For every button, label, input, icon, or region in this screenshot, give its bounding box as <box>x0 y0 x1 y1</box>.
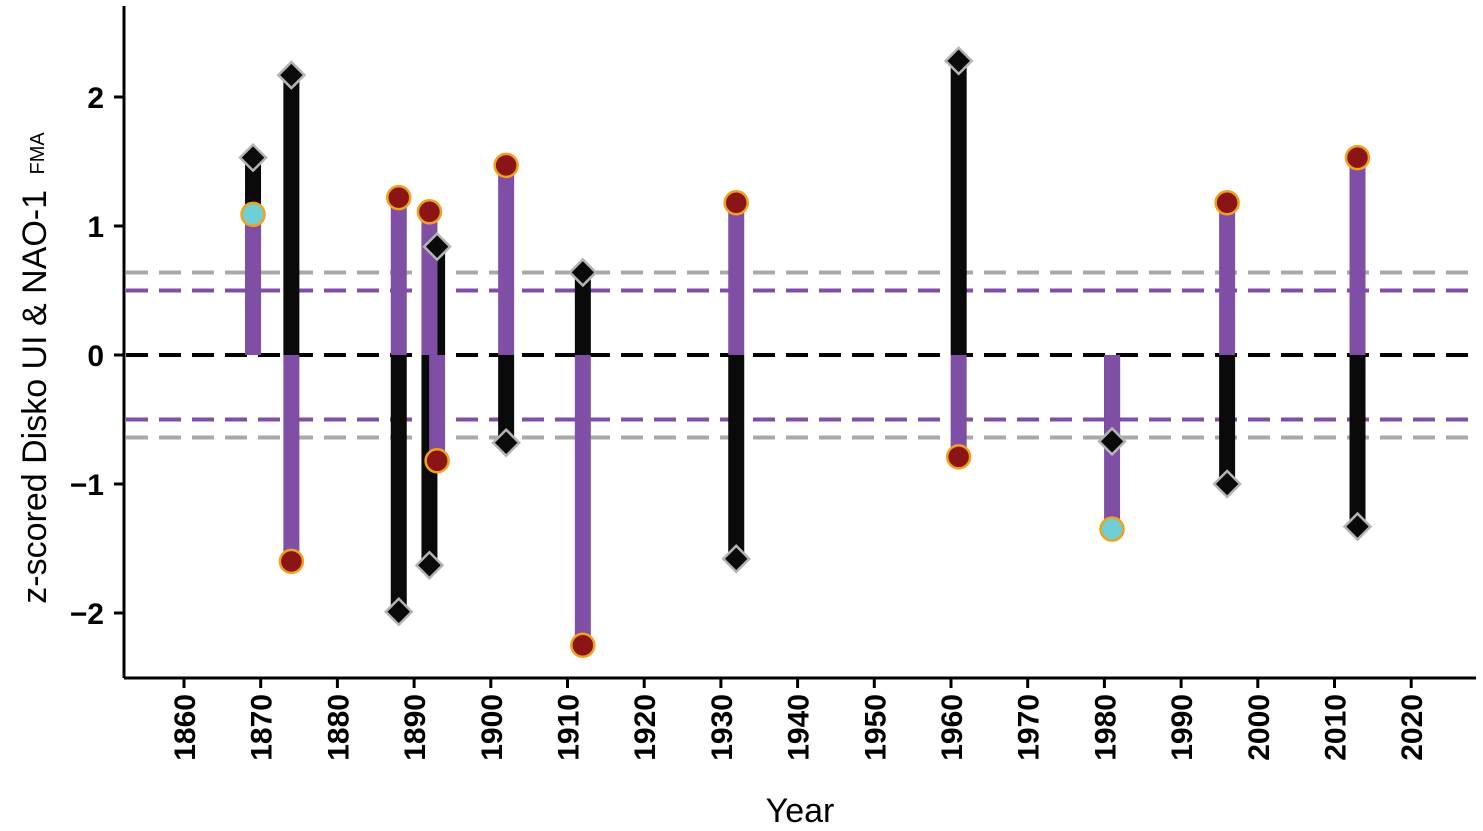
x-tick-label: 2010 <box>1320 694 1353 761</box>
nao-bar <box>950 355 967 457</box>
circle-marker <box>1214 190 1240 216</box>
ui-bar <box>1349 355 1366 527</box>
y-axis-title: z-scored Disko UI & NAO-1 FMA <box>16 132 54 604</box>
diamond-marker <box>491 427 521 458</box>
x-tick-label: 1880 <box>322 694 355 761</box>
nao-bar <box>1219 202 1236 355</box>
circle-marker <box>1344 144 1371 171</box>
diamond-marker <box>238 142 268 173</box>
circle-marker <box>1099 516 1125 542</box>
diamond-marker <box>422 231 452 262</box>
y-axis-title-main: z-scored Disko UI & NAO-1 <box>16 190 54 604</box>
diamond-marker <box>721 544 752 574</box>
nao-bar <box>283 355 300 562</box>
nao-bar <box>728 202 745 355</box>
circle-marker <box>240 201 266 228</box>
nao-bar <box>245 214 262 355</box>
diamond-marker <box>1212 469 1242 499</box>
x-tick-label: 1910 <box>553 694 586 761</box>
ui-bar <box>498 355 515 443</box>
x-tick-label: 1960 <box>936 694 969 761</box>
nao-bar <box>498 165 515 355</box>
nao-bar <box>390 197 407 355</box>
circle-marker <box>570 632 596 658</box>
circle-marker <box>424 448 450 474</box>
ui-bar <box>1219 355 1236 484</box>
diamond-marker <box>943 46 974 76</box>
y-tick-label: −2 <box>70 598 104 631</box>
nao-bar <box>574 355 591 646</box>
x-tick-label: 1980 <box>1089 694 1122 761</box>
x-tick-label: 1860 <box>169 694 202 761</box>
nao-bar <box>429 355 446 461</box>
circle-marker <box>945 444 972 470</box>
reference-lines <box>126 270 1476 440</box>
markers <box>238 46 1373 658</box>
ui-bar <box>574 272 591 355</box>
diamond-marker <box>568 257 598 288</box>
x-tick-label: 1950 <box>859 694 892 761</box>
x-tick-label: 1940 <box>783 694 816 761</box>
axes: 2 1 0 −1 −2 1860 1870 1880 1890 1900 1910 1920 1930 1… <box>70 6 1476 761</box>
circle-marker <box>723 190 749 216</box>
diamond-marker <box>1097 426 1127 457</box>
diamond-marker <box>276 60 307 90</box>
bars <box>245 60 1366 646</box>
nao-bar <box>1349 157 1366 355</box>
y-tick-label: −1 <box>70 469 104 502</box>
x-tick-label: 1920 <box>629 694 662 761</box>
y-tick-label: 0 <box>87 340 104 373</box>
circle-marker <box>278 548 305 575</box>
x-tick-label: 1870 <box>246 694 279 761</box>
y-tick-label: 1 <box>87 211 104 244</box>
ui-bar <box>283 75 300 355</box>
y-tick-label: 2 <box>87 82 104 115</box>
ui-bar <box>728 355 745 559</box>
ui-bar <box>390 355 407 612</box>
nao-bar <box>421 211 438 355</box>
x-tick-label: 1900 <box>476 694 509 761</box>
circle-marker <box>493 152 519 179</box>
diamond-marker <box>414 550 445 581</box>
x-tick-label: 1930 <box>706 694 739 761</box>
x-tick-label: 1890 <box>399 694 432 761</box>
x-tick-label: 1970 <box>1013 694 1046 761</box>
circle-marker <box>386 184 412 211</box>
diamond-marker <box>383 596 414 627</box>
x-tick-label: 2000 <box>1243 694 1276 761</box>
ui-bar <box>950 60 967 355</box>
x-axis-title: Year <box>766 792 835 830</box>
circle-marker <box>416 199 443 225</box>
x-tick-label: 2020 <box>1396 694 1429 761</box>
x-tick-label: 1990 <box>1166 694 1199 761</box>
diamond-marker <box>1342 511 1373 542</box>
y-axis-title-subscript: FMA <box>27 132 49 175</box>
